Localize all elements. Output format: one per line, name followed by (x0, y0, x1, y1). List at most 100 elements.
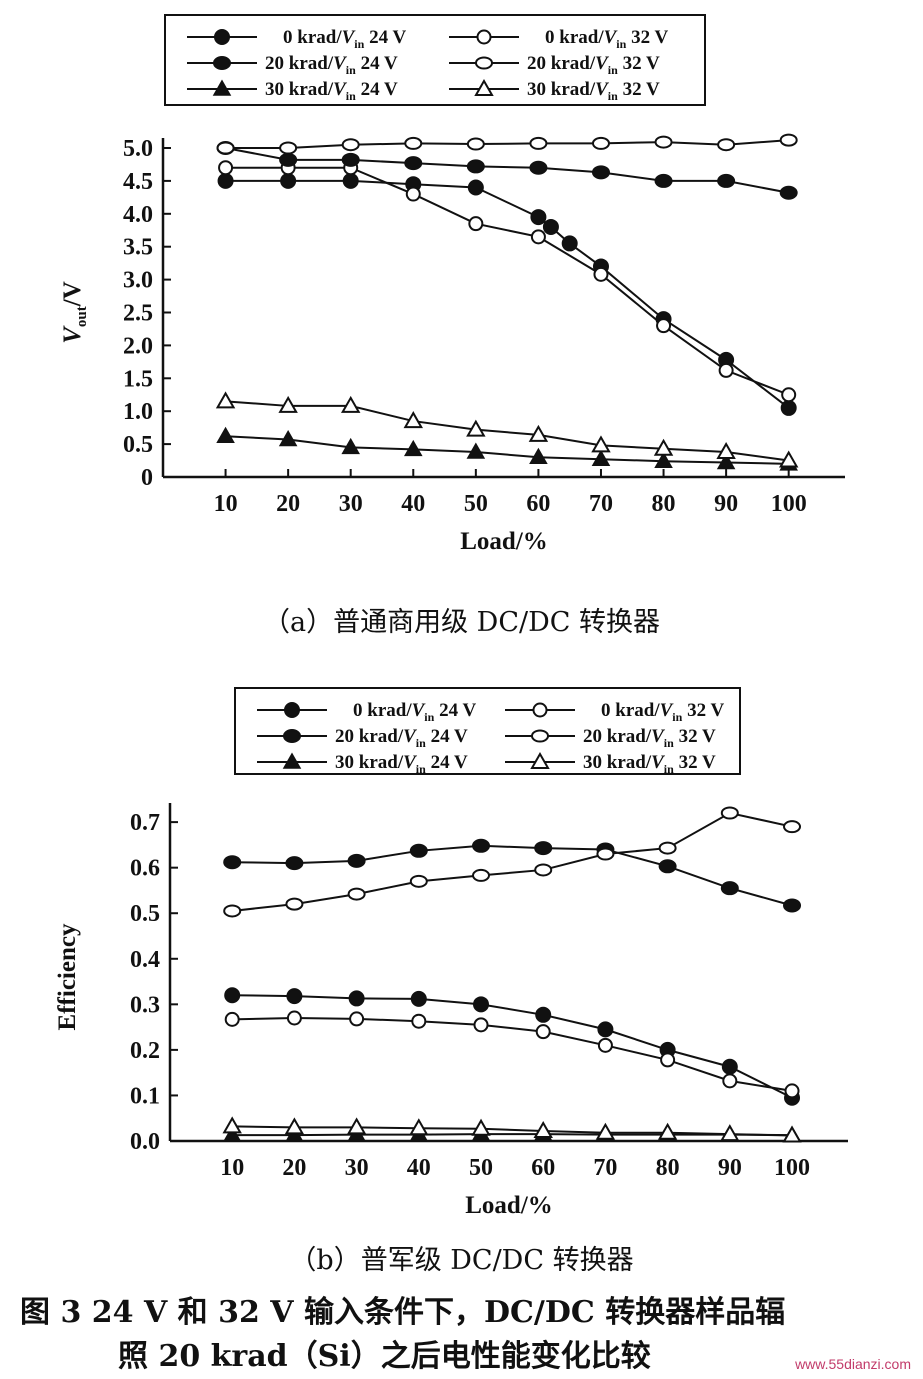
chart-a-data-point (529, 160, 548, 175)
chart-a-x-tick-label: 80 (652, 491, 676, 517)
chart-b-legend-label-part: in (664, 736, 674, 750)
chart-b-legend-label-part: in (416, 736, 426, 750)
chart-a-data-point (528, 424, 549, 442)
chart-a-legend-marker (475, 56, 493, 70)
chart-b-data-point (222, 1116, 242, 1134)
chart-a-legend-label-part: 32 V (626, 27, 668, 48)
chart-b-legend-label-part: 30 krad/ (583, 752, 652, 773)
chart-b-legend-label-part: in (672, 710, 682, 724)
chart-a-legend-label-part: V (595, 79, 609, 100)
chart-a-x-tick-label: 90 (714, 491, 738, 517)
chart-b-data-point (783, 820, 802, 834)
chart-b-data-point (533, 1120, 553, 1138)
chart-b-data-point (224, 987, 241, 1004)
chart-b-legend-label: 0 krad/Vin 32 V (601, 700, 724, 724)
chart-b-y-tick-label: 0.3 (130, 992, 160, 1018)
chart-a-legend-label-part: 24 V (356, 79, 398, 100)
chart-a-series-line (225, 147, 789, 194)
chart-b-legend-label-part: V (651, 752, 665, 773)
chart-b-legend-marker (531, 729, 549, 743)
chart-b-data-point (471, 1118, 491, 1136)
chart-b-series-line (232, 811, 793, 912)
chart-b-x-tick-label: 90 (718, 1155, 742, 1181)
chart-a-legend-label-part: V (604, 27, 618, 48)
chart-a-data-point (217, 172, 234, 189)
chart-b-data-point (783, 898, 802, 913)
chart-b-legend-label-part: 20 krad/ (335, 726, 404, 747)
chart-b-legend-label: 20 krad/Vin 32 V (583, 726, 716, 750)
chart-b-data-point (224, 1011, 240, 1027)
chart-b-legend-label: 0 krad/Vin 24 V (353, 700, 476, 724)
chart-b-y-tick-label: 0.5 (130, 901, 160, 927)
chart-a-x-tick-label: 70 (589, 491, 613, 517)
chart-a-data-point (467, 179, 484, 196)
chart-b-data-point (409, 874, 428, 888)
chart-a-legend-label-part: 30 krad/ (265, 79, 334, 100)
chart-b-data-point (409, 1118, 429, 1136)
chart-b-legend-marker (284, 702, 300, 718)
chart-a-data-point (530, 229, 546, 245)
chart-b-data-point (597, 1037, 613, 1053)
chart-a-data-point (717, 138, 736, 152)
chart-a-data-point (403, 439, 423, 457)
chart-b-legend-label-part: 32 V (674, 752, 716, 773)
chart-b-series-line (232, 1133, 793, 1137)
chart-a-legend-label-part: V (333, 79, 347, 100)
chart-b-data-point (346, 1117, 367, 1135)
chart-a-data-point (340, 395, 361, 413)
chart-a-data-point (218, 160, 234, 176)
watermark: www.55dianzi.com (795, 1356, 911, 1372)
chart-b-data-point (411, 1013, 427, 1029)
chart-b-data-point (286, 988, 303, 1005)
chart-b-legend-marker (283, 729, 301, 743)
chart-a-data-point (278, 395, 298, 413)
chart-b-data-point (660, 1052, 676, 1068)
chart-a-legend-label: 0 krad/Vin 24 V (283, 27, 406, 51)
chart-b-data-point (597, 1021, 614, 1038)
chart-a-legend-label-part: V (333, 53, 347, 74)
chart-a-data-point (529, 136, 548, 150)
figure-caption-line2: 照 20 krad（Si）之后电性能变化比较 (118, 1339, 651, 1374)
chart-a-legend-label: 30 krad/Vin 24 V (265, 79, 398, 103)
chart-b-y-tick-label: 0.2 (130, 1038, 160, 1064)
chart-b-series-0 (224, 987, 801, 1106)
chart-a-series-line (225, 139, 789, 149)
chart-a-data-point (778, 450, 799, 468)
chart-b-data-point (223, 904, 242, 918)
chart-a-data-point (591, 435, 611, 453)
chart-a-data-point (542, 218, 559, 235)
chart-a-data-point (405, 186, 421, 202)
chart-b-legend-label-part: V (660, 700, 674, 721)
chart-a-legend-marker (214, 29, 230, 45)
chart-a-legend-label: 30 krad/Vin 32 V (527, 79, 660, 103)
chart-b-legend-label-part: 24 V (434, 700, 476, 721)
chart-b-data-point (596, 847, 615, 861)
chart-a-data-point (341, 152, 360, 167)
chart-a-data-point (279, 152, 298, 167)
figure-caption-line1: 图 3 24 V 和 32 V 输入条件下，DC/DC 转换器样品辐 (20, 1295, 786, 1330)
chart-a-y-axis-label-part: out (74, 306, 90, 327)
chart-a-y-tick-label: 0 (141, 465, 153, 491)
chart-a-legend-label: 20 krad/Vin 32 V (527, 53, 660, 77)
chart-a-data-point (653, 438, 674, 456)
chart-b-series-line (232, 1125, 793, 1137)
chart-a-legend-label-part: 24 V (364, 27, 406, 48)
chart-a-data-point (779, 185, 798, 200)
chart-a-data-point (403, 411, 423, 429)
chart-a-series-5 (215, 391, 799, 468)
chart-a-data-point (216, 141, 235, 155)
chart-a-legend-label-part: 32 V (618, 53, 660, 74)
chart-b-data-point (409, 843, 428, 858)
chart-b-y-tick-label: 0.1 (130, 1083, 160, 1109)
chart-b-data-point (535, 1024, 551, 1040)
chart-b-data-point (658, 841, 677, 855)
chart-b-x-tick-label: 40 (407, 1155, 431, 1181)
chart-a-y-axis-label-part: /V (59, 281, 86, 307)
chart-a-legend-marker (212, 79, 232, 96)
chart-b-y-tick-label: 0.7 (130, 810, 160, 836)
chart-a-data-point (717, 173, 736, 188)
chart-b-data-point (473, 996, 490, 1013)
chart-b-legend-label-part: in (416, 762, 426, 776)
chart-a-y-axis-label: Vout/V (59, 281, 90, 344)
